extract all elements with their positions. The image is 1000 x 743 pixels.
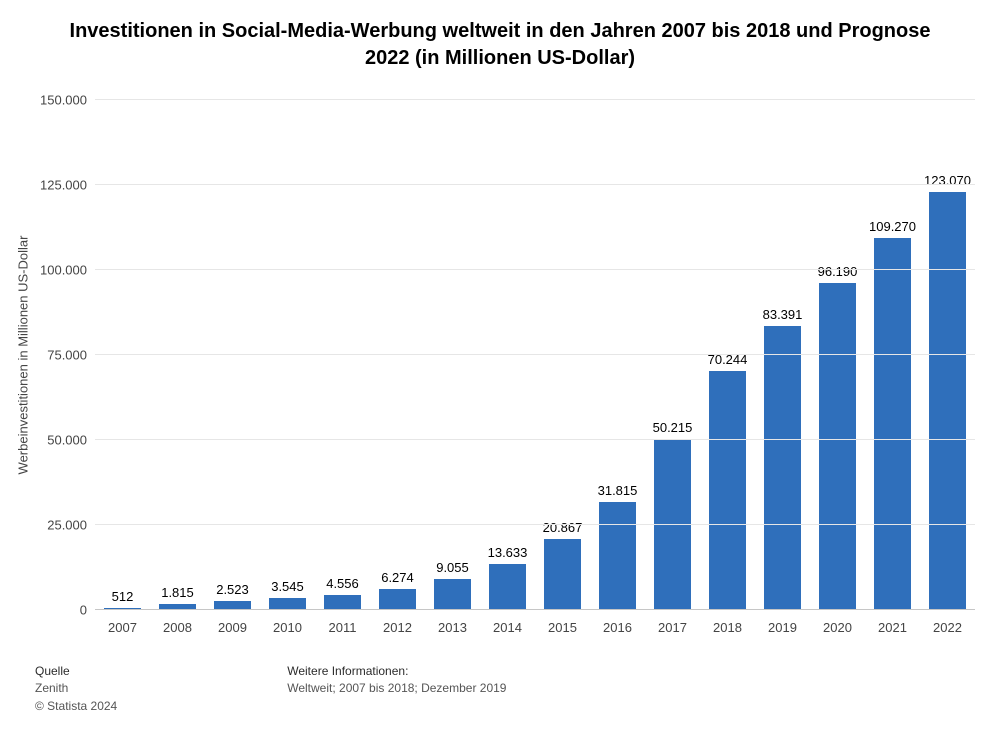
bar-slot: 9.0552013 — [425, 100, 480, 610]
gridline — [95, 184, 975, 185]
footer-source-line2: © Statista 2024 — [35, 698, 117, 715]
bar-slot: 31.8152016 — [590, 100, 645, 610]
bar-slot: 2.5232009 — [205, 100, 260, 610]
y-tick-label: 50.000 — [47, 433, 87, 448]
x-tick-label: 2008 — [163, 620, 192, 635]
bar-rect — [324, 595, 361, 610]
y-tick-label: 125.000 — [40, 178, 87, 193]
bar-rect — [764, 326, 801, 610]
x-tick-label: 2017 — [658, 620, 687, 635]
bar-value-label: 13.633 — [488, 545, 528, 560]
footer-source: Quelle Zenith © Statista 2024 — [35, 663, 117, 715]
bar-slot: 96.1902020 — [810, 100, 865, 610]
bar-slot: 3.5452010 — [260, 100, 315, 610]
gridline — [95, 609, 975, 610]
bar-value-label: 31.815 — [598, 483, 638, 498]
x-tick-label: 2013 — [438, 620, 467, 635]
gridline — [95, 269, 975, 270]
bar-slot: 50.2152017 — [645, 100, 700, 610]
x-tick-label: 2009 — [218, 620, 247, 635]
bar-rect — [489, 564, 526, 610]
bar-slot: 5122007 — [95, 100, 150, 610]
bar-slot: 13.6332014 — [480, 100, 535, 610]
y-tick-label: 0 — [80, 603, 87, 618]
bar-value-label: 96.190 — [818, 264, 858, 279]
bar-slot: 4.5562011 — [315, 100, 370, 610]
gridline — [95, 439, 975, 440]
bar-rect — [434, 579, 471, 610]
bar-rect — [599, 502, 636, 610]
y-tick-label: 25.000 — [47, 518, 87, 533]
bar-rect — [709, 371, 746, 610]
bar-rect — [929, 192, 966, 610]
bar-slot: 20.8672015 — [535, 100, 590, 610]
bar-value-label: 83.391 — [763, 307, 803, 322]
x-tick-label: 2019 — [768, 620, 797, 635]
x-tick-label: 2016 — [603, 620, 632, 635]
bar-value-label: 9.055 — [436, 560, 469, 575]
x-tick-label: 2010 — [273, 620, 302, 635]
bar-rect — [819, 283, 856, 610]
x-tick-label: 2012 — [383, 620, 412, 635]
plot-region: Werbeinvestitionen in Millionen US-Dolla… — [95, 100, 975, 610]
bar-slot: 6.2742012 — [370, 100, 425, 610]
x-tick-label: 2020 — [823, 620, 852, 635]
bar-slot: 83.3912019 — [755, 100, 810, 610]
y-tick-label: 150.000 — [40, 93, 87, 108]
footer-info-line1: Weltweit; 2007 bis 2018; Dezember 2019 — [287, 680, 506, 697]
bars-group: 51220071.81520082.52320093.54520104.5562… — [95, 100, 975, 610]
chart-container: Investitionen in Social-Media-Werbung we… — [0, 0, 1000, 743]
bar-slot: 109.2702021 — [865, 100, 920, 610]
bar-value-label: 109.270 — [869, 219, 916, 234]
footer-source-heading: Quelle — [35, 663, 117, 680]
y-tick-label: 75.000 — [47, 348, 87, 363]
bar-value-label: 123.070 — [924, 173, 971, 188]
bar-value-label: 6.274 — [381, 570, 414, 585]
bar-slot: 70.2442018 — [700, 100, 755, 610]
x-tick-label: 2011 — [329, 620, 357, 635]
bar-value-label: 1.815 — [161, 585, 194, 600]
bar-slot: 123.0702022 — [920, 100, 975, 610]
bar-value-label: 512 — [112, 589, 134, 604]
x-tick-label: 2021 — [878, 620, 907, 635]
gridline — [95, 354, 975, 355]
chart-area: Werbeinvestitionen in Millionen US-Dolla… — [95, 100, 975, 610]
bar-rect — [544, 539, 581, 610]
y-axis-title: Werbeinvestitionen in Millionen US-Dolla… — [16, 236, 31, 475]
bar-value-label: 4.556 — [326, 576, 359, 591]
footer-source-line1: Zenith — [35, 680, 117, 697]
footer-info: Weitere Informationen: Weltweit; 2007 bi… — [287, 663, 506, 715]
gridline — [95, 99, 975, 100]
bar-value-label: 2.523 — [216, 582, 249, 597]
gridline — [95, 524, 975, 525]
x-tick-label: 2015 — [548, 620, 577, 635]
x-tick-label: 2014 — [493, 620, 522, 635]
bar-rect — [379, 589, 416, 610]
bar-slot: 1.8152008 — [150, 100, 205, 610]
bar-value-label: 3.545 — [271, 579, 304, 594]
bar-value-label: 20.867 — [543, 520, 583, 535]
x-tick-label: 2007 — [108, 620, 137, 635]
x-tick-label: 2022 — [933, 620, 962, 635]
footer-info-heading: Weitere Informationen: — [287, 663, 506, 680]
x-tick-label: 2018 — [713, 620, 742, 635]
y-tick-label: 100.000 — [40, 263, 87, 278]
chart-footer: Quelle Zenith © Statista 2024 Weitere In… — [35, 663, 965, 715]
bar-rect — [874, 238, 911, 610]
chart-title: Investitionen in Social-Media-Werbung we… — [0, 18, 1000, 72]
bar-value-label: 50.215 — [653, 420, 693, 435]
